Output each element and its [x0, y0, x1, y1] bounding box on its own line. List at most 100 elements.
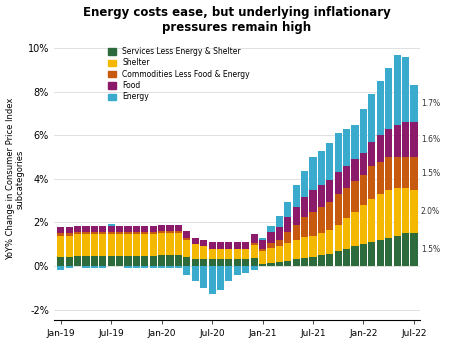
Bar — [284, 202, 292, 217]
Bar — [292, 225, 300, 240]
Bar — [99, 226, 106, 232]
Bar — [343, 129, 350, 166]
Bar — [234, 259, 241, 266]
Bar — [116, 256, 123, 266]
Legend: Services Less Energy & Shelter, Shelter, Commodities Less Food & Energy, Food, E: Services Less Energy & Shelter, Shelter,… — [105, 44, 253, 105]
Bar — [284, 232, 292, 243]
Bar — [310, 157, 317, 190]
Bar — [360, 205, 367, 244]
Bar — [377, 194, 384, 240]
Bar — [234, 249, 241, 259]
Bar — [284, 243, 292, 260]
Bar — [158, 255, 165, 266]
Bar — [65, 257, 73, 266]
Bar — [410, 190, 418, 233]
Bar — [99, 232, 106, 235]
Bar — [108, 232, 115, 235]
Bar — [352, 212, 359, 246]
Bar — [335, 225, 342, 251]
Bar — [385, 68, 392, 129]
Bar — [225, 259, 232, 266]
Bar — [402, 188, 409, 233]
Bar — [267, 248, 274, 263]
Bar — [175, 233, 182, 255]
Bar — [259, 251, 266, 264]
Text: 1.5%: 1.5% — [421, 169, 440, 178]
Bar — [276, 240, 283, 246]
Bar — [74, 256, 81, 266]
Bar — [267, 232, 274, 243]
Text: 1.5%: 1.5% — [421, 245, 440, 254]
Bar — [133, 256, 140, 266]
Text: 1.7%: 1.7% — [421, 99, 440, 108]
Bar — [360, 244, 367, 266]
Bar — [360, 109, 367, 153]
Bar — [183, 231, 191, 238]
Bar — [91, 232, 98, 235]
Bar — [352, 125, 359, 159]
Bar — [175, 231, 182, 233]
Bar — [141, 226, 148, 232]
Bar — [385, 157, 392, 190]
Bar — [242, 242, 249, 249]
Bar — [368, 198, 375, 242]
Bar — [318, 255, 325, 266]
Bar — [183, 238, 191, 240]
Bar — [91, 235, 98, 256]
Bar — [326, 230, 333, 254]
Bar — [225, 266, 232, 281]
Bar — [242, 266, 249, 272]
Bar — [65, 266, 73, 268]
Bar — [183, 266, 191, 275]
Bar — [284, 260, 292, 266]
Bar — [82, 226, 90, 232]
Bar — [335, 133, 342, 172]
Bar — [108, 256, 115, 266]
Bar — [352, 159, 359, 181]
Bar — [343, 249, 350, 266]
Title: Energy costs ease, but underlying inflationary
pressures remain high: Energy costs ease, but underlying inflat… — [83, 6, 391, 34]
Bar — [191, 259, 199, 266]
Bar — [82, 256, 90, 266]
Bar — [124, 226, 132, 232]
Bar — [301, 197, 308, 217]
Bar — [175, 266, 182, 268]
Bar — [276, 246, 283, 262]
Bar — [217, 259, 224, 266]
Bar — [318, 233, 325, 255]
Bar — [393, 125, 401, 157]
Bar — [393, 55, 401, 125]
Bar — [343, 166, 350, 188]
Bar — [217, 266, 224, 290]
Bar — [368, 94, 375, 142]
Bar — [368, 242, 375, 266]
Bar — [141, 232, 148, 235]
Bar — [158, 225, 165, 231]
Bar — [200, 259, 207, 266]
Bar — [141, 266, 148, 268]
Bar — [57, 266, 64, 270]
Bar — [301, 217, 308, 237]
Bar — [191, 238, 199, 244]
Bar — [124, 235, 132, 256]
Bar — [108, 226, 115, 232]
Bar — [310, 190, 317, 212]
Bar — [65, 233, 73, 236]
Bar — [251, 245, 258, 258]
Bar — [377, 81, 384, 136]
Bar — [326, 254, 333, 266]
Bar — [65, 227, 73, 233]
Bar — [251, 266, 258, 270]
Bar — [310, 236, 317, 257]
Bar — [57, 257, 64, 266]
Bar — [150, 235, 157, 256]
Bar — [209, 259, 216, 266]
Bar — [310, 212, 317, 236]
Bar — [343, 218, 350, 249]
Bar — [259, 240, 266, 249]
Bar — [393, 157, 401, 188]
Bar — [318, 185, 325, 207]
Bar — [402, 57, 409, 122]
Bar — [74, 235, 81, 256]
Bar — [326, 202, 333, 230]
